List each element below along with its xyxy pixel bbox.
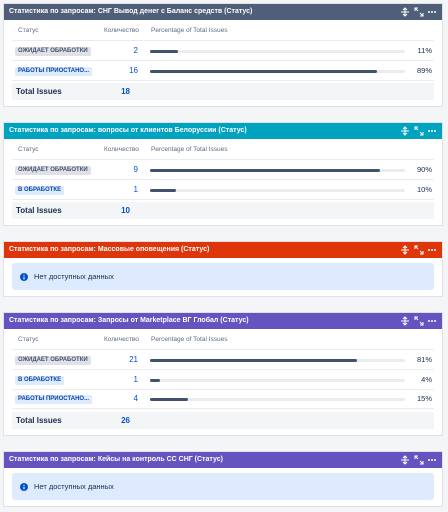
percent-label: 90%	[416, 165, 432, 174]
info-icon	[20, 273, 28, 281]
gadget-controls[interactable]	[400, 7, 438, 17]
divider	[12, 159, 434, 160]
total-row: Total Issues 10	[12, 202, 434, 219]
gadget-controls[interactable]	[400, 454, 438, 465]
divider	[12, 179, 434, 180]
count: 21	[129, 355, 138, 364]
count: 4	[133, 394, 138, 403]
gadget-icons	[400, 316, 438, 333]
gadget-header: Статистика по запросам: Массовые оповеще…	[4, 242, 442, 258]
count: 9	[133, 165, 138, 174]
total-label: Total Issues	[16, 415, 62, 425]
total-row: Total Issues 18	[12, 83, 434, 100]
divider	[12, 60, 434, 61]
percent-bar	[150, 50, 179, 53]
gadget: Статистика по запросам: Кейсы на контрол…	[3, 450, 443, 507]
percent-bar	[150, 69, 377, 73]
empty-message: Нет доступных данных	[12, 472, 434, 500]
bar-track	[150, 188, 405, 192]
total-row: Total Issues 26	[12, 411, 434, 429]
total-count: 18	[121, 87, 130, 96]
percent-bar	[150, 188, 176, 192]
count: 16	[129, 65, 138, 75]
column-header: Percentage of Total Issues	[151, 336, 228, 343]
column-header: Количество	[104, 27, 139, 34]
percent-label: 81%	[416, 355, 432, 364]
count: 2	[133, 46, 138, 55]
status-lozenge: РАБОТЫ ПРИОСТАНО...	[15, 66, 93, 76]
percent-bar	[150, 378, 161, 382]
gadget-icons	[400, 245, 438, 262]
percent-label: 89%	[416, 65, 432, 75]
message-text: Нет доступных данных	[34, 481, 114, 491]
status-lozenge: ОЖИДАЕТ ОБРАБОТКИ	[15, 166, 91, 175]
gadget: Статистика по запросам: Запросы от Marke…	[3, 312, 443, 436]
divider	[12, 369, 434, 370]
percent-bar	[150, 169, 380, 172]
divider	[12, 79, 434, 81]
gadget: Статистика по запросам: Массовые оповеще…	[3, 241, 443, 297]
bar-track	[150, 378, 405, 382]
gadget: Статистика по запросам: СНГ Вывод денег …	[3, 3, 443, 107]
divider	[12, 349, 434, 350]
column-header: Percentage of Total Issues	[151, 27, 228, 34]
column-header: Количество	[104, 146, 139, 153]
column-header: Количество	[104, 336, 139, 343]
status-lozenge: В ОБРАБОТКЕ	[15, 375, 65, 385]
status-lozenge: РАБОТЫ ПРИОСТАНО...	[15, 395, 93, 404]
gadget-title: Статистика по запросам: Массовые оповеще…	[9, 246, 210, 253]
divider	[12, 408, 434, 409]
bar-track	[150, 50, 405, 53]
column-header: Статус	[18, 336, 39, 343]
gadget-title: Статистика по запросам: Кейсы на контрол…	[9, 455, 223, 463]
divider	[12, 388, 434, 390]
gadget-controls[interactable]	[400, 245, 438, 255]
percent-label: 15%	[416, 394, 432, 403]
gadget-icons	[400, 126, 438, 143]
gadget-header: Статистика по запросам: СНГ Вывод денег …	[4, 4, 442, 20]
gadget-controls[interactable]	[400, 126, 438, 136]
gadget-header: Статистика по запросам: вопросы от клиен…	[4, 123, 442, 139]
gadget-header: Статистика по запросам: Кейсы на контрол…	[4, 451, 442, 468]
info-icon	[20, 482, 28, 491]
count: 1	[133, 184, 138, 194]
divider	[12, 40, 434, 41]
gadget-title: Статистика по запросам: СНГ Вывод денег …	[9, 8, 253, 15]
count: 1	[133, 374, 138, 384]
message-text: Нет доступных данных	[34, 272, 114, 281]
gadget: Статистика по запросам: вопросы от клиен…	[3, 122, 443, 226]
percent-bar	[150, 359, 357, 362]
column-header: Статус	[18, 27, 39, 34]
percent-label: 4%	[421, 374, 432, 384]
total-count: 10	[121, 206, 130, 215]
status-lozenge: ОЖИДАЕТ ОБРАБОТКИ	[15, 356, 91, 365]
gadget-header: Статистика по запросам: Запросы от Marke…	[4, 313, 442, 329]
status-lozenge: ОЖИДАЕТ ОБРАБОТКИ	[15, 47, 91, 56]
gadget-icons	[400, 7, 438, 24]
total-label: Total Issues	[16, 206, 62, 215]
percent-label: 11%	[417, 46, 432, 55]
column-header: Статус	[18, 146, 39, 153]
percent-label: 10%	[416, 184, 432, 194]
total-label: Total Issues	[16, 87, 62, 96]
total-count: 26	[121, 415, 130, 425]
percent-bar	[150, 398, 189, 401]
gadget-title: Статистика по запросам: Запросы от Marke…	[9, 317, 249, 324]
bar-track	[150, 398, 405, 401]
column-header: Percentage of Total Issues	[151, 146, 228, 153]
gadget-title: Статистика по запросам: вопросы от клиен…	[9, 127, 247, 134]
divider	[12, 198, 434, 200]
status-lozenge: В ОБРАБОТКЕ	[15, 185, 65, 195]
gadget-icons	[400, 454, 438, 472]
gadget-controls[interactable]	[400, 316, 438, 326]
empty-message: Нет доступных данных	[12, 263, 434, 290]
